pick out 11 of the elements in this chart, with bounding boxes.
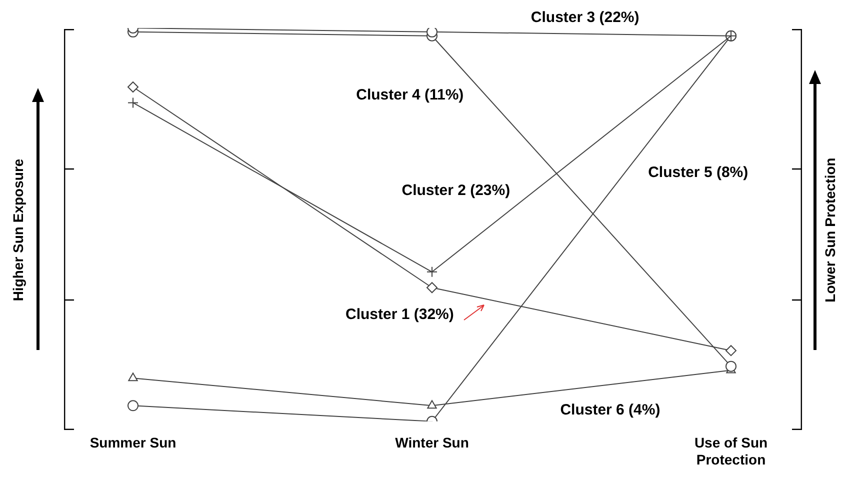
y-axis-title: Higher Sun Exposure bbox=[10, 158, 26, 302]
x-tick-label: Summer Sun bbox=[90, 434, 176, 451]
series-label: Cluster 6 (4%) bbox=[560, 402, 660, 419]
series-label: Cluster 1 (32%) bbox=[346, 306, 454, 323]
y2-axis-title: Lower Sun Protection bbox=[822, 158, 838, 302]
series-label: Cluster 2 (23%) bbox=[402, 182, 510, 200]
series-label: Cluster 4 (11%) bbox=[356, 86, 464, 104]
series-label: Cluster 3 (22%) bbox=[530, 8, 640, 26]
series-label: Cluster 5 (8%) bbox=[648, 164, 748, 181]
x-tick-label: Winter Sun bbox=[395, 434, 469, 451]
x-tick-label: Use of Sun Protection bbox=[694, 434, 768, 468]
